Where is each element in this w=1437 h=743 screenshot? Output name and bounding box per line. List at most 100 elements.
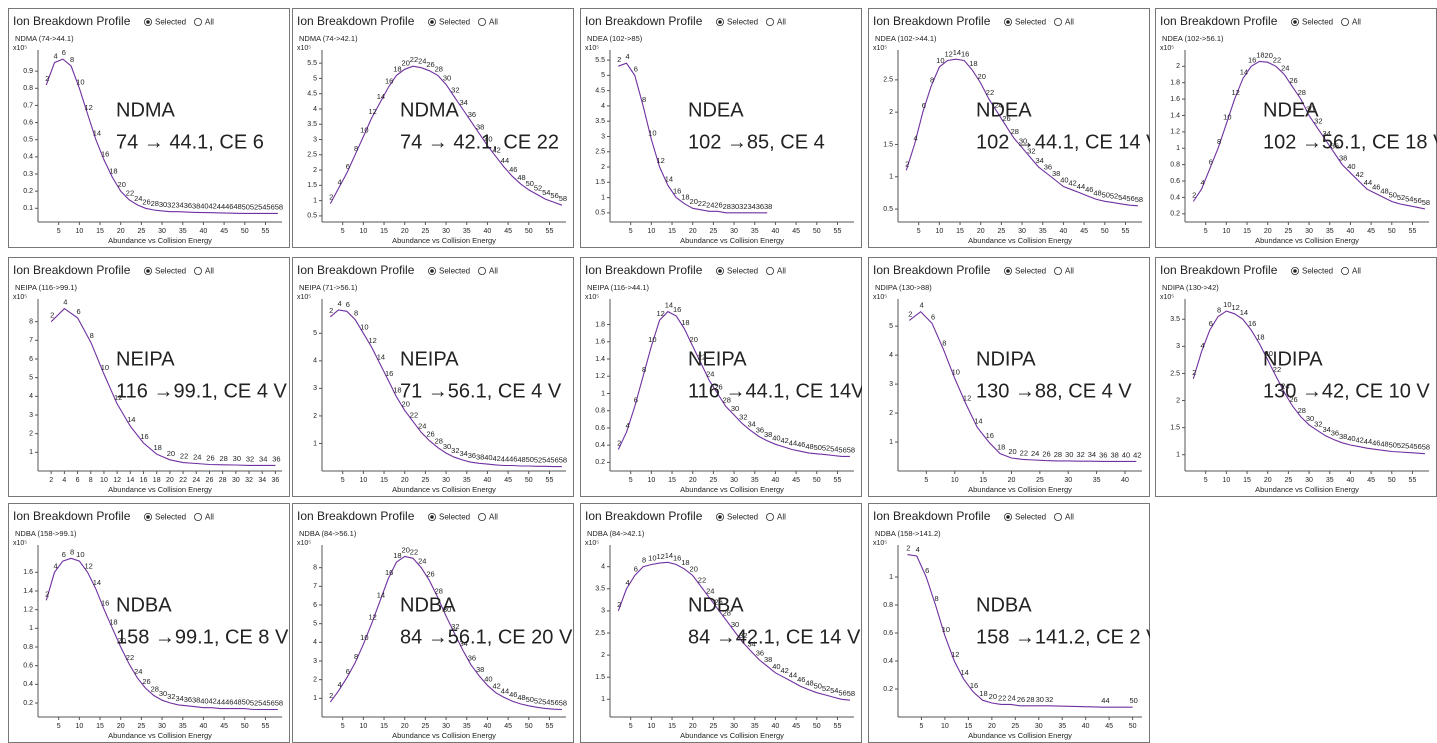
- x-tick-label: 10: [647, 477, 655, 484]
- x-tick-label: 25: [709, 477, 717, 484]
- point-label: 24: [1031, 449, 1039, 458]
- radio-all[interactable]: [477, 512, 486, 521]
- annotation: NDBA: [400, 594, 456, 616]
- point-label: 6: [922, 101, 926, 110]
- point-label: 44: [217, 698, 225, 707]
- point-label: 44: [1101, 696, 1109, 705]
- point-label: 14: [93, 129, 101, 138]
- x-axis-label: Abundance vs Collision Energy: [108, 731, 212, 740]
- point-label: 30: [159, 689, 167, 698]
- point-label: 8: [70, 55, 74, 64]
- point-label: 34: [1322, 425, 1330, 434]
- x-tick-label: 20: [988, 723, 996, 730]
- radio-selected-dot: [430, 20, 434, 24]
- x-tick-label: 55: [1409, 477, 1417, 484]
- x-tick-label: 40: [772, 228, 780, 235]
- point-label: 8: [354, 652, 358, 661]
- point-label: 52: [250, 699, 258, 708]
- point-label: 42: [209, 697, 217, 706]
- y-tick-label: 0.4: [23, 681, 33, 688]
- point-label: 26: [142, 197, 150, 206]
- x-tick-label: 10: [100, 477, 108, 484]
- point-label: 38: [1339, 432, 1347, 441]
- x-axis-label: Abundance vs Collision Energy: [392, 731, 496, 740]
- breakdown-panel: Ion Breakdown Profile Selected All NEIPA (1…: [580, 257, 862, 497]
- point-label: 24: [706, 587, 714, 596]
- point-label: 22: [698, 199, 706, 208]
- panel-title: Ion Breakdown Profile: [13, 263, 131, 277]
- y-tick-label: 3: [313, 658, 317, 665]
- radio-selected-dot: [718, 515, 722, 519]
- point-label: 50: [1389, 190, 1397, 199]
- x-tick-label: 25: [421, 723, 429, 730]
- radio-all[interactable]: [1340, 17, 1349, 26]
- y-tick-label: 2: [601, 652, 605, 659]
- point-label: 14: [377, 92, 385, 101]
- abundance-curve: [45, 58, 278, 214]
- radio-all[interactable]: [765, 17, 774, 26]
- panel-title: Ion Breakdown Profile: [585, 14, 703, 28]
- point-label: 26: [1289, 395, 1297, 404]
- y-tick-label: 7: [313, 583, 317, 590]
- x-tick-label: 40: [200, 228, 208, 235]
- annotation: 102 →44.1, CE 14 V: [976, 131, 1150, 153]
- x-tick-label: 50: [813, 723, 821, 730]
- y-tick-label: 5: [601, 72, 605, 79]
- annotation: NEIPA: [116, 348, 175, 370]
- x-tick-label: 35: [1326, 228, 1334, 235]
- point-label: 20: [690, 565, 698, 574]
- y-tick-label: 2: [29, 431, 33, 438]
- panel-title: Ion Breakdown Profile: [873, 509, 991, 523]
- point-label: 32: [451, 622, 459, 631]
- radio-selected-dot: [1006, 20, 1010, 24]
- point-label: 2: [617, 600, 621, 609]
- radio-all[interactable]: [1340, 266, 1349, 275]
- panel-title: Ion Breakdown Profile: [873, 263, 991, 277]
- x-tick-label: 20: [689, 228, 697, 235]
- annotation: NEIPA: [400, 348, 459, 370]
- point-label: 42: [493, 145, 501, 154]
- point-label: 48: [517, 173, 525, 182]
- point-label: 44: [501, 686, 509, 695]
- y-tick-label: 1.2: [1170, 129, 1180, 136]
- x-tick-label: 5: [1204, 477, 1208, 484]
- radio-all[interactable]: [193, 266, 202, 275]
- radio-all[interactable]: [193, 512, 202, 521]
- chart-subtitle: NDEA (102->56.1): [1162, 34, 1224, 43]
- point-label: 30: [443, 74, 451, 83]
- y-tick-label: 2.5: [595, 630, 605, 637]
- y-tick-label: 8: [313, 565, 317, 572]
- point-label: 46: [509, 454, 517, 463]
- radio-all[interactable]: [1053, 266, 1062, 275]
- x-tick-label: 50: [1101, 228, 1109, 235]
- y-tick-label: 3: [313, 385, 317, 392]
- x-tick-label: 25: [1036, 477, 1044, 484]
- y-tick-label: 1.4: [23, 588, 33, 595]
- annotation: 158 →99.1, CE 8 V: [116, 626, 289, 648]
- y-tick-label: 0.2: [883, 686, 893, 693]
- point-label: 6: [62, 48, 66, 57]
- radio-selected-dot: [146, 515, 150, 519]
- point-label: 44: [501, 454, 509, 463]
- radio-all[interactable]: [193, 17, 202, 26]
- point-label: 20: [1265, 349, 1273, 358]
- annotation: NDEA: [976, 99, 1032, 121]
- radio-label: Selected: [727, 267, 758, 276]
- panel-border: [292, 257, 574, 497]
- radio-all[interactable]: [1053, 512, 1062, 521]
- radio-all[interactable]: [1053, 17, 1062, 26]
- radio-all[interactable]: [477, 266, 486, 275]
- radio-all[interactable]: [765, 512, 774, 521]
- radio-all[interactable]: [477, 17, 486, 26]
- radio-all[interactable]: [765, 266, 774, 275]
- x-tick-label: 50: [525, 477, 533, 484]
- point-label: 36: [272, 454, 280, 463]
- point-label: 42: [1069, 179, 1077, 188]
- y-tick-label: 0.2: [23, 188, 33, 195]
- point-label: 50: [1389, 440, 1397, 449]
- point-label: 48: [233, 202, 241, 211]
- x-tick-label: 25: [421, 477, 429, 484]
- point-label: 34: [1035, 156, 1043, 165]
- y-tick-label: 1: [29, 625, 33, 632]
- point-label: 26: [426, 570, 434, 579]
